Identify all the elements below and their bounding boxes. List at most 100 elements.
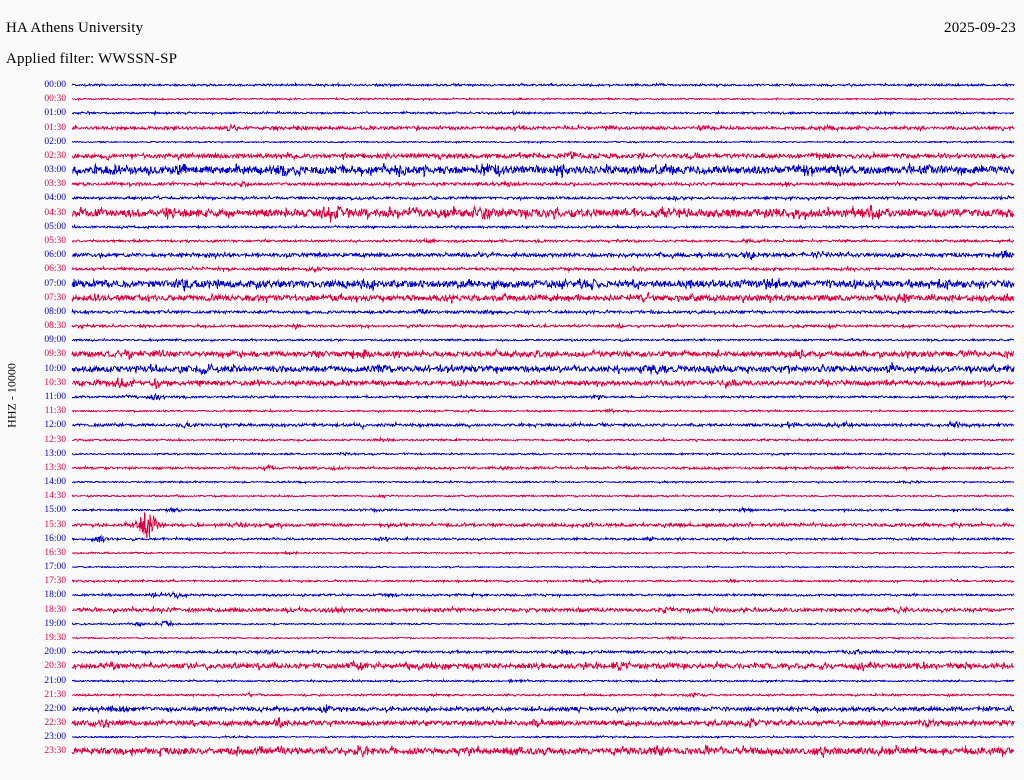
row-trace	[71, 72, 1015, 98]
row-trace	[71, 554, 1015, 580]
helicorder-row: 00:30	[0, 94, 1024, 108]
row-time-label: 22:00	[44, 703, 66, 714]
helicorder-row: 14:30	[0, 491, 1024, 505]
row-time-label: 18:30	[44, 604, 66, 615]
helicorder-row: 11:30	[0, 406, 1024, 420]
row-time-label: 09:30	[44, 349, 66, 360]
row-trace	[71, 171, 1015, 197]
helicorder-row: 19:00	[0, 619, 1024, 633]
row-trace	[71, 271, 1015, 297]
helicorder-row: 09:30	[0, 348, 1024, 363]
helicorder-row: 12:30	[0, 435, 1024, 449]
row-trace	[71, 356, 1015, 382]
row-time-label: 06:30	[44, 264, 66, 275]
helicorder-row: 16:30	[0, 548, 1024, 562]
row-time-label: 14:30	[44, 491, 66, 502]
row-trace	[71, 696, 1015, 722]
helicorder-row: 05:30	[0, 236, 1024, 250]
row-time-label: 16:00	[44, 533, 66, 544]
helicorder-row: 07:30	[0, 291, 1024, 307]
helicorder-row: 06:30	[0, 264, 1024, 278]
row-trace	[71, 682, 1015, 708]
row-time-label: 13:30	[44, 462, 66, 473]
row-trace	[71, 526, 1015, 552]
row-trace	[71, 625, 1015, 651]
helicorder-row: 10:30	[0, 377, 1024, 392]
helicorder-row: 23:00	[0, 732, 1024, 746]
row-trace	[71, 639, 1015, 665]
helicorder-row: 04:30	[0, 204, 1024, 223]
row-time-label: 08:30	[44, 321, 66, 332]
row-trace	[71, 710, 1015, 736]
helicorder-row: 03:30	[0, 179, 1024, 193]
helicorder-row: 23:30	[0, 745, 1024, 760]
helicorder-row: 11:00	[0, 392, 1024, 406]
row-time-label: 11:30	[44, 406, 66, 417]
row-trace	[71, 668, 1015, 694]
helicorder-row: 16:00	[0, 534, 1024, 548]
row-trace	[71, 100, 1015, 126]
helicorder-row: 19:30	[0, 633, 1024, 647]
row-trace	[71, 653, 1015, 679]
helicorder-row: 07:00	[0, 277, 1024, 293]
helicorder-row: 12:00	[0, 420, 1024, 434]
row-trace	[71, 256, 1015, 282]
row-time-label: 03:30	[44, 179, 66, 190]
helicorder-row: 13:30	[0, 463, 1024, 477]
row-trace	[71, 129, 1015, 155]
helicorder-row: 04:00	[0, 193, 1024, 207]
row-time-label: 04:30	[44, 207, 66, 218]
row-time-label: 21:30	[44, 689, 66, 700]
helicorder-row: 10:00	[0, 361, 1024, 378]
row-time-label: 15:00	[44, 505, 66, 516]
station-title: HA Athens University	[6, 20, 144, 36]
row-trace	[71, 341, 1015, 367]
helicorder-row: 14:00	[0, 477, 1024, 491]
helicorder-row: 08:00	[0, 307, 1024, 321]
row-trace	[71, 512, 1015, 538]
applied-filter-label: Applied filter: WWSSN-SP	[6, 51, 178, 67]
row-trace	[71, 469, 1015, 495]
helicorder-row: 17:30	[0, 576, 1024, 590]
row-trace	[71, 228, 1015, 254]
row-time-label: 15:30	[44, 519, 66, 530]
row-time-label: 10:00	[44, 363, 66, 374]
row-trace	[71, 398, 1015, 424]
row-trace	[71, 86, 1015, 112]
row-trace	[71, 497, 1015, 523]
row-time-label: 19:30	[44, 633, 66, 644]
row-time-label: 01:30	[44, 122, 66, 133]
date-label: 2025-09-23	[944, 20, 1016, 36]
row-time-label: 11:00	[44, 391, 66, 402]
helicorder-row: 09:00	[0, 335, 1024, 349]
row-time-label: 06:00	[44, 250, 66, 261]
row-trace	[71, 370, 1015, 396]
row-trace	[71, 597, 1015, 623]
row-time-label: 07:00	[44, 278, 66, 289]
row-time-label: 02:00	[44, 136, 66, 147]
row-trace	[71, 540, 1015, 566]
helicorder-row: 22:00	[0, 704, 1024, 718]
helicorder-row: 15:30	[0, 512, 1024, 538]
row-time-label: 22:30	[44, 718, 66, 729]
helicorder-row: 22:30	[0, 717, 1024, 732]
row-trace	[71, 115, 1015, 141]
row-time-label: 12:00	[44, 420, 66, 431]
row-trace	[71, 412, 1015, 438]
row-time-label: 17:30	[44, 576, 66, 587]
row-trace	[71, 143, 1015, 169]
row-time-label: 05:00	[44, 221, 66, 232]
row-time-label: 18:00	[44, 590, 66, 601]
row-trace	[71, 611, 1015, 637]
helicorder-row: 13:00	[0, 449, 1024, 463]
helicorder-row: 01:30	[0, 123, 1024, 137]
row-time-label: 09:00	[44, 335, 66, 346]
row-trace	[71, 738, 1015, 764]
row-time-label: 03:00	[44, 165, 66, 176]
row-trace	[71, 724, 1015, 750]
row-time-label: 00:30	[44, 94, 66, 105]
helicorder-row: 21:00	[0, 676, 1024, 690]
helicorder-row: 05:00	[0, 222, 1024, 236]
row-trace	[71, 185, 1015, 211]
